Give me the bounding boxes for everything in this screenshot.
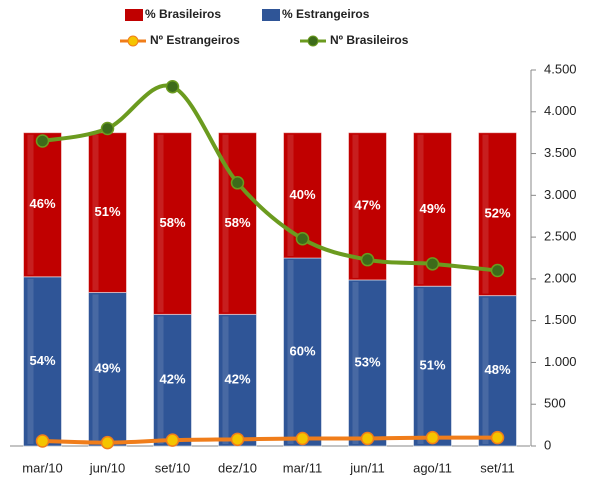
y2-tick-label: 500 (544, 396, 566, 411)
bar (348, 279, 387, 447)
legend-label: % Estrangeiros (282, 7, 370, 21)
y2-tick-label: 2.000 (544, 270, 577, 285)
bar-highlight (27, 134, 34, 275)
bar (153, 313, 192, 447)
legend-swatch (262, 9, 280, 21)
bar (478, 295, 517, 447)
value-label: 49% (419, 201, 445, 216)
bar (23, 276, 62, 447)
line-marker (425, 257, 440, 271)
line-marker (165, 79, 180, 94)
y2-tick-label: 4.500 (544, 61, 577, 76)
line-marker (295, 232, 310, 246)
value-label: 60% (289, 343, 315, 358)
value-label: 52% (484, 206, 510, 221)
line (42, 83, 498, 273)
x-tick-label: jun/10 (89, 460, 125, 475)
value-label: 48% (484, 362, 510, 377)
bar (283, 257, 322, 447)
value-label: 47% (354, 198, 380, 213)
bar-highlight (92, 294, 99, 444)
x-tick-label: jun/11 (349, 460, 384, 475)
line-marker (35, 134, 50, 148)
x-tick-label: mar/11 (283, 460, 323, 475)
legend-label: % Brasileiros (145, 7, 221, 21)
line-marker (35, 434, 50, 448)
bar (218, 313, 257, 447)
bar-highlight (27, 278, 34, 444)
y2-tick-label: 2.500 (544, 229, 577, 244)
bar-highlight (222, 134, 229, 313)
bar (153, 132, 192, 315)
line-marker (165, 433, 180, 447)
line-marker (100, 121, 115, 136)
value-label: 58% (159, 215, 185, 230)
bar-highlight (482, 134, 489, 294)
bar (88, 291, 127, 447)
y2-tick-label: 3.000 (544, 187, 577, 202)
y2-tick-label: 1.500 (544, 312, 577, 327)
x-tick-label: set/11 (480, 460, 514, 475)
legend-label: Nº Estrangeiros (150, 33, 240, 47)
bar-highlight (157, 316, 164, 444)
bar (88, 132, 127, 293)
value-label: 42% (224, 372, 250, 387)
line-marker (360, 252, 375, 267)
bar-highlight (352, 134, 359, 278)
bar-highlight (352, 281, 359, 444)
line-marker (490, 430, 505, 445)
value-label: 46% (29, 196, 55, 211)
y2-tick-label: 0 (544, 437, 551, 452)
bar (23, 132, 62, 278)
bar-highlight (417, 134, 424, 285)
y2-tick-label: 1.000 (544, 354, 577, 369)
value-label: 58% (224, 215, 250, 230)
value-label: 42% (159, 372, 185, 387)
x-tick-label: set/10 (155, 460, 190, 475)
value-label: 49% (94, 361, 120, 376)
x-tick-label: dez/10 (218, 460, 257, 475)
value-label: 51% (419, 358, 445, 373)
line-marker (360, 431, 375, 446)
bar-highlight (287, 260, 294, 444)
legend-swatch (125, 9, 143, 21)
bar-highlight (157, 134, 164, 313)
legend-label: Nº Brasileiros (330, 33, 409, 47)
bar-highlight (287, 134, 294, 256)
bar-highlight (482, 297, 489, 444)
line-marker (230, 432, 245, 447)
y2-tick-label: 3.500 (544, 145, 577, 160)
bar (413, 285, 452, 447)
bar-highlight (222, 316, 229, 444)
line-marker (425, 430, 440, 445)
x-tick-label: ago/11 (413, 460, 452, 475)
line-marker (295, 431, 310, 446)
value-label: 51% (94, 204, 120, 219)
value-label: 54% (29, 353, 55, 368)
bar-highlight (417, 288, 424, 444)
x-tick-label: mar/10 (22, 460, 62, 475)
legend-marker (127, 35, 139, 47)
legend-marker (307, 35, 319, 47)
y2-tick-label: 4.000 (544, 103, 577, 118)
bar-highlight (92, 134, 99, 291)
value-label: 40% (289, 187, 315, 202)
line-marker (230, 176, 245, 190)
line-marker (100, 435, 115, 450)
line-marker (490, 263, 505, 278)
value-label: 53% (354, 354, 380, 369)
